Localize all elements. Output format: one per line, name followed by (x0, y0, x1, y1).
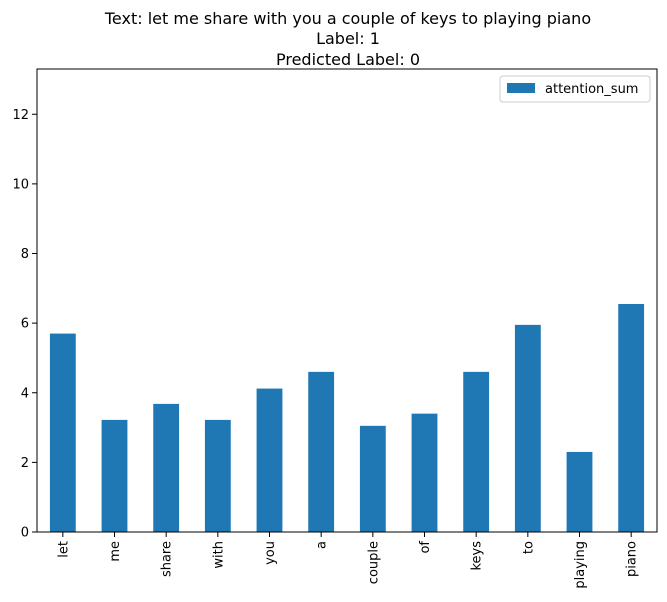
bar-share (153, 403, 180, 532)
x-axis: let me share with you a couple of keys to playing p… (56, 532, 640, 589)
x-tick-label-keys: keys (470, 541, 485, 571)
bar-of (411, 413, 438, 532)
y-tick-label: 0 (21, 526, 29, 541)
x-tick-label-me: me (108, 541, 123, 562)
bar-keys (463, 371, 490, 532)
x-tick-label-playing: playing (573, 541, 588, 589)
title-line-predicted: Predicted Label: 0 (276, 50, 420, 69)
x-tick-label-share: share (160, 541, 175, 577)
bar-you (256, 388, 283, 532)
bar-me (101, 419, 128, 532)
legend: attention_sum (499, 75, 651, 103)
y-tick-label: 2 (21, 456, 29, 471)
bar-couple (359, 425, 386, 532)
bar-to (514, 324, 541, 532)
bar-with (204, 419, 231, 532)
y-tick-label: 10 (12, 177, 29, 192)
y-tick-label: 12 (12, 108, 29, 123)
chart-title: Text: let me share with you a couple of … (104, 9, 591, 69)
y-axis: 0 2 4 6 8 10 12 (12, 108, 37, 541)
bar-a (308, 371, 335, 532)
x-tick-label-to: to (521, 541, 536, 554)
x-tick-label-with: with (211, 541, 226, 569)
x-tick-label-you: you (263, 541, 278, 565)
bar-piano (618, 303, 645, 532)
x-tick-label-let: let (56, 541, 71, 558)
x-tick-label-piano: piano (625, 541, 640, 577)
plot-frame (36, 68, 658, 533)
bars-group (49, 303, 645, 532)
x-tick-label-couple: couple (366, 541, 381, 584)
title-line-label: Label: 1 (316, 29, 380, 48)
x-tick-label-a: a (315, 541, 330, 549)
bar-playing (566, 451, 593, 532)
bar-let (49, 333, 76, 532)
x-tick-label-of: of (418, 541, 433, 554)
y-tick-label: 6 (21, 317, 29, 332)
title-line-text: Text: let me share with you a couple of … (104, 9, 591, 28)
legend-box (499, 75, 651, 103)
legend-swatch (507, 83, 535, 93)
legend-label: attention_sum (545, 82, 638, 97)
y-tick-label: 4 (21, 386, 29, 401)
y-tick-label: 8 (21, 247, 29, 262)
